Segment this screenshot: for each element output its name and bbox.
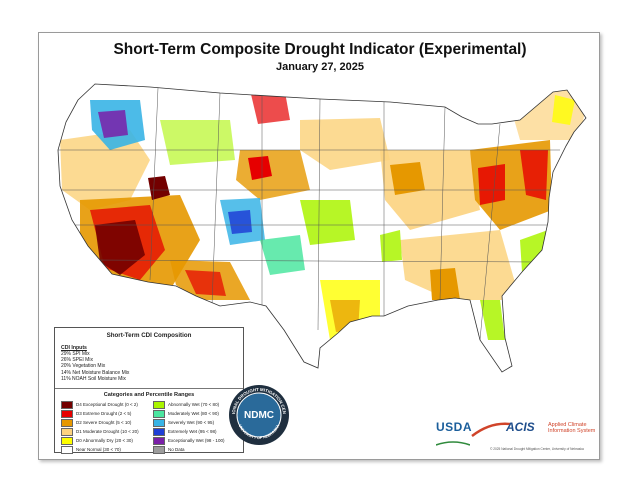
acis-subtitle: Applied Climate Information System <box>548 422 596 434</box>
legend-item-d2: D2 Severe Drought (5 < 10) <box>61 419 131 428</box>
ndmc-logo: NATIONAL DROUGHT MITIGATION CENTER UNIVE… <box>228 384 289 445</box>
country-outline <box>57 83 587 373</box>
cdi-input-noah: 11% NOAH Soil Moisture Mix <box>61 375 126 382</box>
usda-logo: USDA <box>435 420 473 452</box>
legend-item-near-normal: Near Normal (30 < 70) <box>61 446 121 455</box>
usda-swoosh-icon <box>435 441 471 446</box>
legend-item-no-data: No Data <box>153 446 185 455</box>
state-borders <box>58 87 560 341</box>
legend-swatch <box>153 428 165 437</box>
legend-item-d4: D4 Exceptional Drought (0 < 2) <box>61 401 138 410</box>
cdi-input-spi: 29% SPI Mix <box>61 351 90 357</box>
legend-swatch <box>153 419 165 428</box>
legend-swatch <box>61 437 73 446</box>
legend-swatch <box>61 401 73 410</box>
cdi-input-vegetation: 20% Vegetation Mix <box>61 363 106 370</box>
legend-item-d3: D3 Extreme Drought (2 < 5) <box>61 410 131 419</box>
map-title: Short-Term Composite Drought Indicator (… <box>113 41 527 58</box>
legend-swatch <box>153 401 165 410</box>
cdi-input-net-moisture: 14% Net Moisture Balance Mix <box>61 369 130 376</box>
acis-swoosh-icon <box>471 422 511 437</box>
copyright: © 2025 National Drought Mitigation Cente… <box>490 447 584 451</box>
legend-swatch <box>61 419 73 428</box>
legend-item-d0: D0 Abnormally Dry (20 < 30) <box>61 437 133 446</box>
legend-swatch <box>153 410 165 419</box>
legend-item-moderately-wet: Moderately Wet (80 < 90) <box>153 410 219 419</box>
map-date: January 27, 2025 <box>275 61 365 73</box>
legend-item-exceptionally-wet: Exceptionally Wet (98 - 100) <box>153 437 224 446</box>
legend-item-abnormally-wet: Abnormally Wet (70 < 80) <box>153 401 219 410</box>
cdi-inputs-title: CDI Inputs <box>61 345 87 351</box>
ndmc-text: NDMC <box>244 410 274 421</box>
legend-swatch <box>61 428 73 437</box>
legend-swatch <box>61 410 73 419</box>
acis-logo: ACIS Applied Climate Information System <box>470 420 595 443</box>
map-legend: Short-Term CDI Composition CDI Inputs 29… <box>54 327 244 455</box>
usda-text: USDA <box>436 420 473 434</box>
categories-title: Categories and Percentile Ranges <box>55 388 243 398</box>
legend-categories: D4 Exceptional Drought (0 < 2) D3 Extrem… <box>55 398 243 466</box>
acis-text: ACIS <box>506 420 535 434</box>
legend-swatch <box>61 446 73 455</box>
legend-swatch <box>153 437 165 446</box>
legend-item-severely-wet: Severely Wet (90 < 95) <box>153 419 214 428</box>
legend-title: Short-Term CDI Composition <box>106 332 192 339</box>
legend-swatch <box>153 446 165 455</box>
cdi-input-spei: 26% SPEI Mix <box>61 357 93 364</box>
legend-item-d1: D1 Moderate Drought (10 < 20) <box>61 428 139 437</box>
legend-item-extremely-wet: Extremely Wet (95 < 98) <box>153 428 217 437</box>
